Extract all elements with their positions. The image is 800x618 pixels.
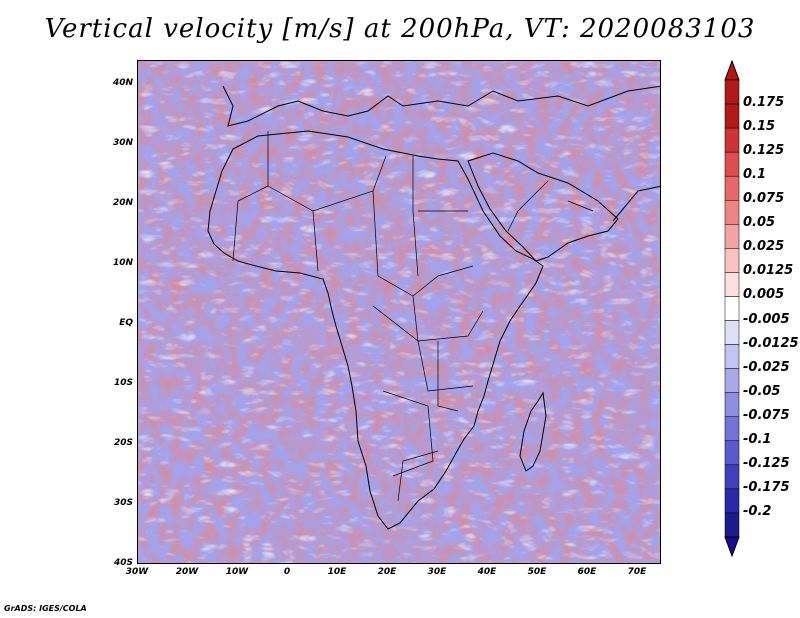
colorbar-label: -0.0125 xyxy=(743,335,799,351)
colorbar-label: -0.075 xyxy=(743,407,790,423)
lon-tick-label: 60E xyxy=(577,567,597,577)
colorbar-segment xyxy=(724,296,740,321)
grads-credit: GrADS: IGES/COLA xyxy=(4,604,87,613)
colorbar-segment xyxy=(724,344,740,369)
colorbar-label: -0.025 xyxy=(743,359,790,375)
near-zero-texture xyxy=(138,61,660,563)
colorbar xyxy=(724,60,740,557)
colorbar-label: -0.125 xyxy=(743,455,790,471)
europe-coast xyxy=(222,85,660,127)
colorbar-label: 0.025 xyxy=(743,239,785,255)
colorbar-segment xyxy=(724,151,740,177)
colorbar-label: -0.05 xyxy=(743,383,781,399)
lat-tick-label: 30S xyxy=(113,498,133,508)
lat-tick-label: 40S xyxy=(113,558,133,568)
colorbar-label: -0.1 xyxy=(743,431,772,447)
lon-tick-label: 10E xyxy=(327,567,347,577)
arabian-peninsula xyxy=(467,152,619,262)
lat-tick-label: 30N xyxy=(112,138,133,148)
lat-tick-label: EQ xyxy=(119,318,133,328)
lon-tick-label: 70E xyxy=(627,567,647,577)
map-title: Vertical velocity [m/s] at 200hPa, VT: 2… xyxy=(44,14,756,44)
colorbar-segment xyxy=(724,175,740,201)
madagascar xyxy=(519,391,547,472)
colorbar-segment xyxy=(724,103,740,129)
colorbar-label: 0.1 xyxy=(743,167,767,183)
colorbar-label: -0.175 xyxy=(743,479,790,495)
colorbar-label: 0.005 xyxy=(743,287,785,303)
lon-tick-label: 30E xyxy=(427,567,447,577)
map-panel xyxy=(137,60,661,564)
colorbar-label: 0.15 xyxy=(743,119,776,135)
lat-tick-label: 10N xyxy=(112,258,133,268)
colorbar-segment xyxy=(724,272,740,297)
colorbar-label: 0.175 xyxy=(743,95,785,111)
lon-tick-label: 10W xyxy=(225,567,249,577)
colorbar-label: 0.05 xyxy=(743,215,776,231)
colorbar-segment xyxy=(724,320,740,345)
lat-tick-label: 20S xyxy=(113,438,133,448)
colorbar-segment xyxy=(724,440,740,466)
lon-tick-label: 0 xyxy=(283,567,291,577)
colorbar-segment xyxy=(724,392,740,417)
colorbar-label: 0.0125 xyxy=(743,263,794,279)
colorbar-segment xyxy=(724,248,740,273)
colorbar-segment xyxy=(724,512,740,538)
colorbar-top-arrow xyxy=(724,60,740,81)
colorbar-bottom-arrow xyxy=(724,536,740,557)
gulf-coast xyxy=(612,185,660,222)
lat-tick-label: 20N xyxy=(112,198,133,208)
country-borders xyxy=(232,131,594,502)
lon-tick-label: 20W xyxy=(175,567,199,577)
colorbar-segment xyxy=(724,200,740,225)
lat-tick-label: 10S xyxy=(113,378,133,388)
colorbar-segment xyxy=(724,368,740,393)
coastlines xyxy=(207,85,660,530)
colorbar-label: -0.005 xyxy=(743,311,790,327)
colorbar-segment xyxy=(724,464,740,490)
colorbar-label: -0.2 xyxy=(743,503,772,519)
lat-tick-label: 40N xyxy=(112,78,133,88)
colorbar-segment xyxy=(724,224,740,249)
colorbar-segment xyxy=(724,416,740,442)
lon-tick-label: 30W xyxy=(125,567,149,577)
velocity-field-map xyxy=(138,61,660,563)
lon-tick-label: 40E xyxy=(477,567,497,577)
colorbar-segment xyxy=(724,488,740,514)
colorbar-label: 0.075 xyxy=(743,191,785,207)
colorbar-segment xyxy=(724,79,740,105)
lon-tick-label: 20E xyxy=(377,567,397,577)
africa-coastline xyxy=(207,130,544,530)
colorbar-label: 0.125 xyxy=(743,143,785,159)
colorbar-segment xyxy=(724,127,740,153)
lon-tick-label: 50E xyxy=(527,567,547,577)
